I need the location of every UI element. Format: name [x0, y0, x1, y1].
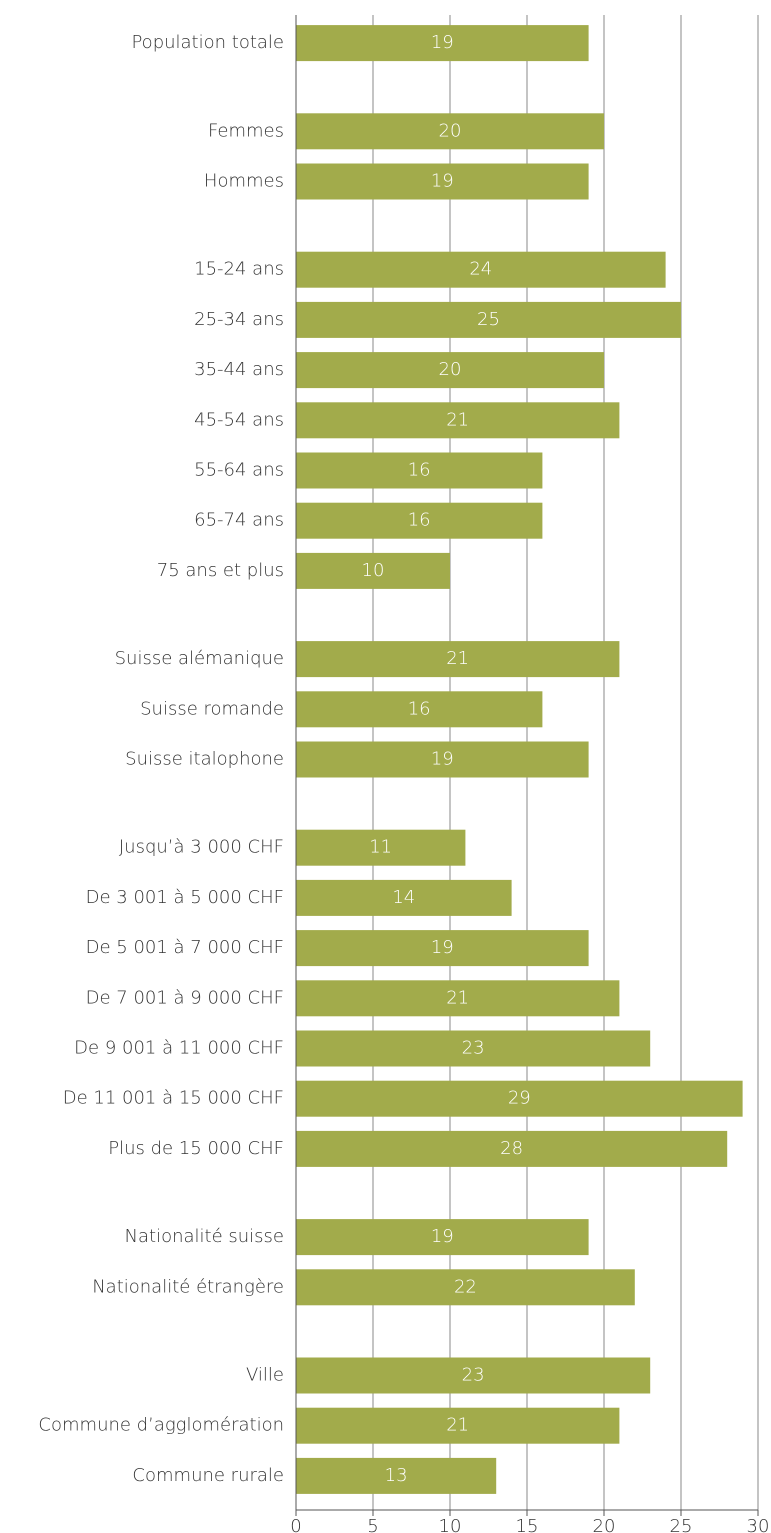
y-tick-label: Population totale: [131, 32, 284, 53]
value-label: 24: [469, 259, 492, 280]
y-tick-label: De 5 001 à 7 000 CHF: [86, 937, 284, 958]
bar: [296, 452, 543, 489]
value-label: 11: [369, 837, 392, 858]
y-tick-label: Ville: [246, 1365, 284, 1386]
value-label: 22: [454, 1276, 477, 1297]
y-tick-label: Suisse romande: [140, 698, 284, 719]
value-label: 21: [446, 409, 469, 430]
bar: [296, 251, 666, 288]
y-tick-label: 25-34 ans: [194, 309, 284, 330]
y-tick-label: Commune d’agglomération: [38, 1415, 284, 1436]
y-tick-label: De 11 001 à 15 000 CHF: [63, 1088, 284, 1109]
y-tick-label: Suisse alémanique: [115, 648, 284, 669]
bar: [296, 113, 604, 150]
x-tick-label: 15: [516, 1516, 539, 1533]
bar: [296, 1080, 743, 1117]
y-tick-label: Suisse italophone: [125, 749, 284, 770]
bar: [296, 741, 589, 778]
y-tick-label: 15-24 ans: [194, 259, 284, 280]
y-tick-label: Nationalité suisse: [125, 1226, 284, 1247]
bar: [296, 1407, 620, 1444]
bar: [296, 1357, 651, 1394]
bar: [296, 502, 543, 539]
bar: [296, 930, 589, 967]
value-label: 16: [408, 698, 431, 719]
value-label: 20: [439, 120, 462, 141]
x-tick-label: 20: [593, 1516, 616, 1533]
y-tick-label: 45-54 ans: [194, 409, 284, 430]
value-label: 19: [431, 171, 454, 192]
bar: [296, 1269, 635, 1306]
y-tick-label: 35-44 ans: [194, 359, 284, 380]
value-label: 13: [385, 1465, 408, 1486]
y-tick-label: 75 ans et plus: [157, 560, 284, 581]
bar: [296, 1457, 497, 1494]
y-tick-label: Jusqu’à 3 000 CHF: [119, 837, 284, 858]
bar: [296, 552, 450, 589]
bar: [296, 1219, 589, 1256]
value-label: 21: [446, 1415, 469, 1436]
value-label: 16: [408, 460, 431, 481]
value-label: 28: [500, 1138, 523, 1159]
bar: [296, 1130, 728, 1167]
bar: [296, 402, 620, 439]
value-label: 29: [508, 1088, 531, 1109]
bar: [296, 25, 589, 62]
value-label: 21: [446, 987, 469, 1008]
value-label: 21: [446, 648, 469, 669]
x-tick-label: 10: [439, 1516, 462, 1533]
value-label: 19: [431, 937, 454, 958]
bar: [296, 163, 589, 200]
value-label: 25: [477, 309, 500, 330]
y-tick-label: De 3 001 à 5 000 CHF: [86, 887, 284, 908]
value-label: 16: [408, 510, 431, 531]
bar: [296, 691, 543, 728]
bar: [296, 1030, 651, 1067]
bar: [296, 352, 604, 389]
bar: [296, 879, 512, 916]
bar: [296, 301, 681, 338]
y-tick-label: 55-64 ans: [194, 460, 284, 481]
value-label: 14: [392, 887, 415, 908]
bar: [296, 829, 466, 866]
y-tick-label: De 9 001 à 11 000 CHF: [74, 1038, 284, 1059]
x-tick-label: 30: [747, 1516, 770, 1533]
x-tick-label: 0: [290, 1516, 301, 1533]
value-label: 19: [431, 32, 454, 53]
bar: [296, 641, 620, 678]
y-tick-label: Commune rurale: [132, 1465, 284, 1486]
bar: [296, 980, 620, 1017]
y-tick-label: Plus de 15 000 CHF: [108, 1138, 284, 1159]
y-tick-label: Femmes: [208, 120, 284, 141]
x-tick-label: 5: [367, 1516, 378, 1533]
value-label: 19: [431, 749, 454, 770]
y-tick-label: De 7 001 à 9 000 CHF: [86, 987, 284, 1008]
value-label: 23: [462, 1365, 485, 1386]
value-label: 10: [362, 560, 385, 581]
value-label: 19: [431, 1226, 454, 1247]
value-label: 23: [462, 1038, 485, 1059]
y-tick-label: 65-74 ans: [194, 510, 284, 531]
x-tick-label: 25: [670, 1516, 693, 1533]
value-label: 20: [439, 359, 462, 380]
y-tick-label: Hommes: [204, 171, 284, 192]
y-tick-label: Nationalité étrangère: [92, 1276, 284, 1297]
